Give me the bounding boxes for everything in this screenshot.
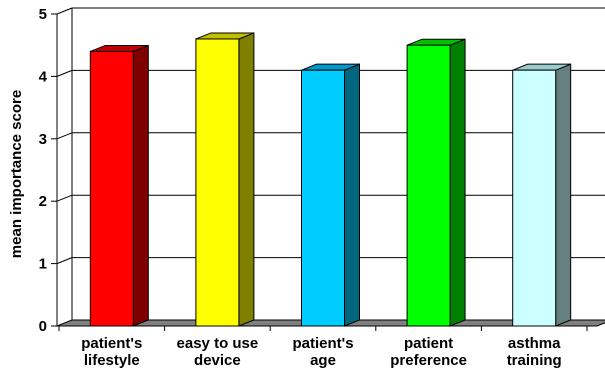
x-tick-label-line: easy to use xyxy=(177,335,259,352)
bar-front xyxy=(301,69,345,327)
x-tick-label-line: device xyxy=(194,352,241,369)
x-tick-label-line: patient's xyxy=(292,335,353,352)
gridline-diag xyxy=(56,69,73,77)
x-tick-label: patient's lifestyle xyxy=(81,335,142,369)
bars xyxy=(89,32,572,327)
y-tick-label: 0 xyxy=(39,318,47,335)
y-tick-label: 1 xyxy=(39,256,47,273)
y-tick-label: 3 xyxy=(39,131,47,148)
bar-side xyxy=(238,32,255,327)
y-tick-label: 4 xyxy=(39,68,48,85)
bar-front xyxy=(89,50,134,327)
x-tick-label-line: patient's xyxy=(81,335,142,352)
y-tick-label: 5 xyxy=(39,6,47,23)
x-tick-label-line: patient xyxy=(404,335,453,352)
gridline-diag xyxy=(56,194,73,202)
x-tick-label: easy to use device xyxy=(177,335,259,369)
x-tick-label-line: training xyxy=(507,352,562,369)
bar-front xyxy=(406,44,451,327)
x-tick-label: patient's age xyxy=(292,335,353,369)
gridline-diag xyxy=(56,257,73,265)
x-tick-label: patient preference xyxy=(390,335,467,369)
bar-front xyxy=(195,38,240,327)
bar-side xyxy=(132,44,149,327)
bar-side xyxy=(555,63,572,327)
x-tick-label-line: preference xyxy=(390,352,467,369)
x-tick-label: asthma training xyxy=(507,335,562,369)
bar xyxy=(406,38,466,327)
x-tick-label-line: lifestyle xyxy=(84,352,140,369)
bar xyxy=(301,63,360,327)
x-tick-label-line: asthma xyxy=(508,335,561,352)
bar-side xyxy=(449,38,466,327)
bar xyxy=(195,32,255,327)
y-tick-label: 2 xyxy=(39,193,47,210)
bar-front xyxy=(512,69,557,327)
gridline-diag xyxy=(56,132,73,140)
y-axis-title: mean importance score xyxy=(8,90,25,258)
gridline-diag xyxy=(56,7,73,15)
bar-side xyxy=(344,63,360,327)
bar xyxy=(512,63,572,327)
bar xyxy=(89,44,149,327)
x-tick-label-line: age xyxy=(310,352,336,369)
